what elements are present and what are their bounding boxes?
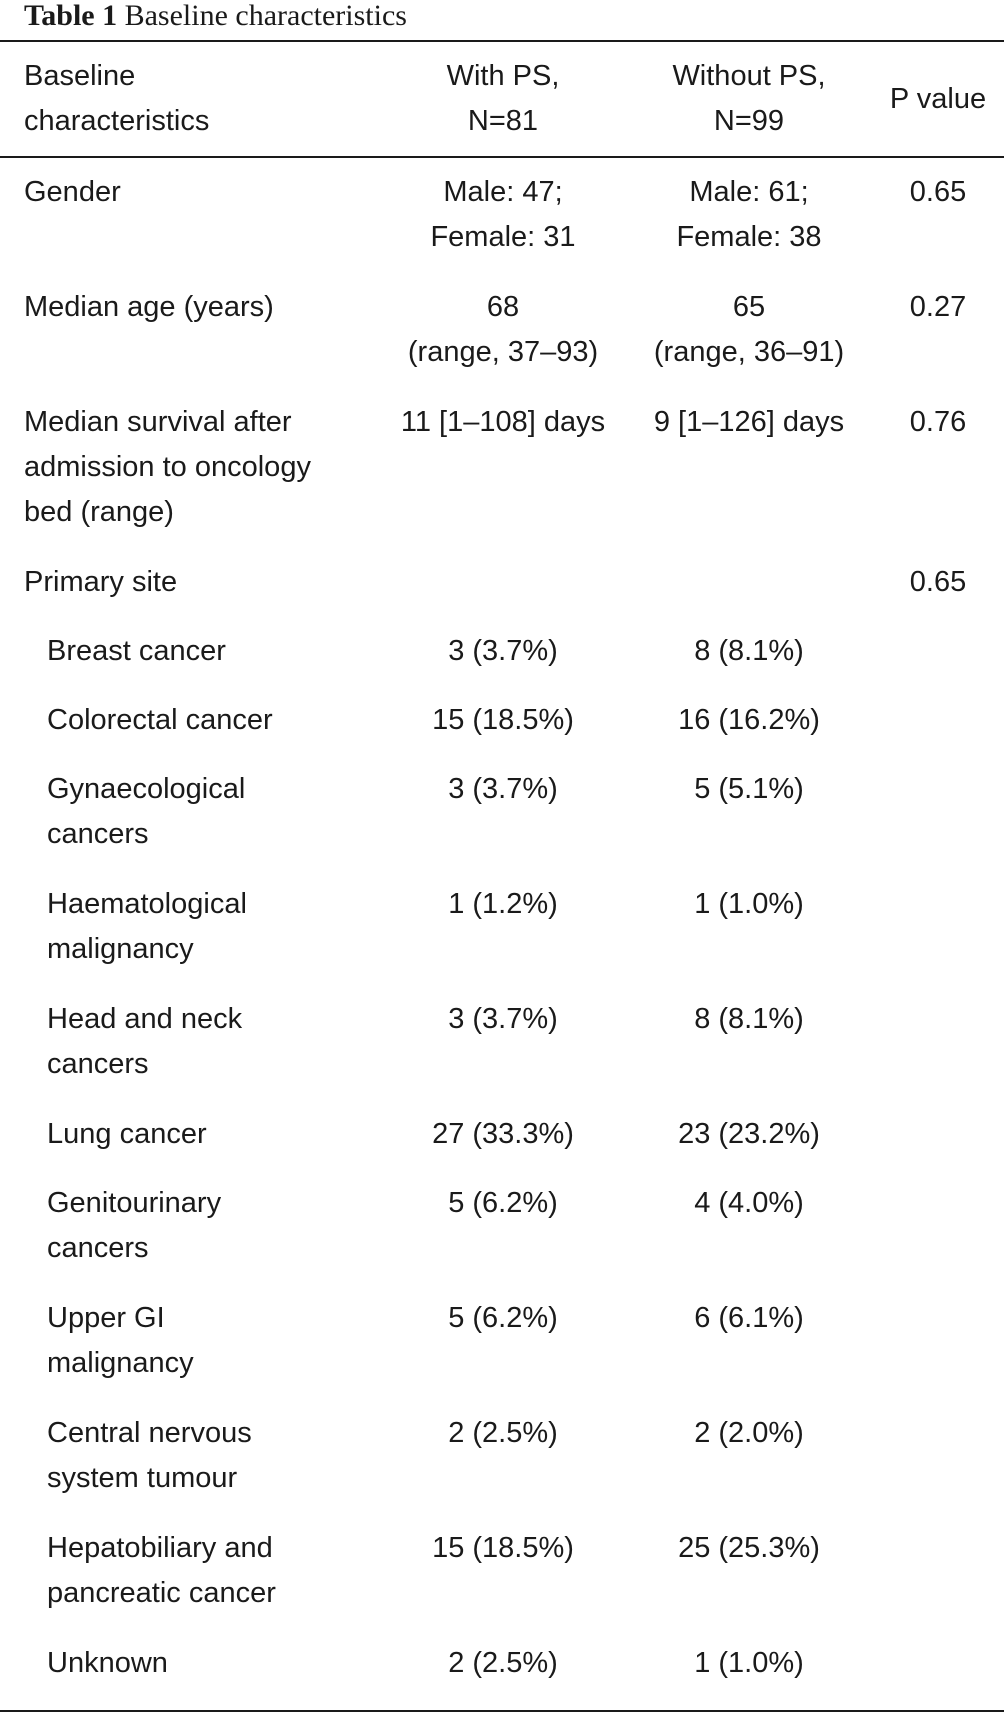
row-p-value: 0.76 [909,406,967,438]
table-row: Upper GI malignancy 5 (6.2%) 6 (6.1%) [0,1296,1004,1411]
row-label: Gender [24,176,121,208]
row-without-ps: 16 (16.2%) [678,704,820,736]
table-row: Median age (years) 68 (range, 37–93) 65 … [0,285,1004,400]
row-without-ps: Male: 61; Female: 38 [676,176,822,253]
row-with-ps: 15 (18.5%) [432,704,574,736]
row-with-ps: 3 (3.7%) [448,773,558,805]
table-row: Median survival after admission to oncol… [0,400,1004,560]
row-label: Upper GI malignancy [47,1302,194,1379]
row-without-ps: 5 (5.1%) [694,773,804,805]
row-with-ps: 5 (6.2%) [448,1187,558,1219]
table-caption-label: Table 1 [24,0,118,32]
table-row: Head and neck cancers 3 (3.7%) 8 (8.1%) [0,997,1004,1112]
table-caption: Table 1 Baseline characteristics [0,0,1004,40]
row-with-ps: 27 (33.3%) [432,1118,574,1150]
table-row: Genitourinary cancers 5 (6.2%) 4 (4.0%) [0,1181,1004,1296]
table-body: Gender Male: 47; Female: 31 Male: 61; Fe… [0,158,1004,1710]
row-label: Gynaecological cancers [47,773,246,850]
row-without-ps: 1 (1.0%) [694,888,804,920]
row-label: Colorectal cancer [47,704,273,736]
row-label: Lung cancer [47,1118,207,1150]
row-without-ps: 2 (2.0%) [694,1417,804,1449]
row-with-ps: 2 (2.5%) [448,1647,558,1679]
table-row: Gynaecological cancers 3 (3.7%) 5 (5.1%) [0,767,1004,882]
table-row: Unknown 2 (2.5%) 1 (1.0%) [0,1641,1004,1710]
table-row: Primary site 0.65 [0,560,1004,629]
table-row: Hepatobiliary and pancreatic cancer 15 (… [0,1526,1004,1641]
row-with-ps: 68 (range, 37–93) [407,291,599,368]
row-label: Median age (years) [24,291,274,323]
row-without-ps: 4 (4.0%) [694,1187,804,1219]
table-row: Colorectal cancer 15 (18.5%) 16 (16.2%) [0,698,1004,767]
table-caption-title: Baseline characteristics [124,0,407,32]
row-with-ps: 2 (2.5%) [448,1417,558,1449]
row-label: Breast cancer [47,635,226,667]
row-without-ps: 8 (8.1%) [694,1003,804,1035]
row-without-ps: 25 (25.3%) [678,1532,820,1564]
row-with-ps: 11 [1–108] days [400,406,606,438]
row-with-ps: 3 (3.7%) [448,1003,558,1035]
table-row: Central nervous system tumour 2 (2.5%) 2… [0,1411,1004,1526]
row-without-ps: 9 [1–126] days [653,406,845,438]
row-with-ps: 1 (1.2%) [448,888,558,920]
row-with-ps: 5 (6.2%) [448,1302,558,1334]
table-top-rule [0,40,1004,42]
row-with-ps: 3 (3.7%) [448,635,558,667]
header-with-ps: With PS, N=81 [446,60,560,137]
row-label: Haematological malignancy [47,888,247,965]
row-p-value: 0.27 [909,291,967,323]
row-label: Hepatobiliary and pancreatic cancer [47,1532,276,1609]
row-without-ps: 6 (6.1%) [694,1302,804,1334]
table-row: Breast cancer 3 (3.7%) 8 (8.1%) [0,629,1004,698]
table-row: Lung cancer 27 (33.3%) 23 (23.2%) [0,1112,1004,1181]
row-without-ps: 8 (8.1%) [694,635,804,667]
row-without-ps: 65 (range, 36–91) [653,291,845,368]
row-label: Head and neck cancers [47,1003,243,1080]
row-with-ps: Male: 47; Female: 31 [430,176,576,253]
table-row: Haematological malignancy 1 (1.2%) 1 (1.… [0,882,1004,997]
row-p-value: 0.65 [909,176,967,208]
table-header-rule [0,156,1004,158]
header-without-ps: Without PS, N=99 [672,60,826,137]
header-p-value: P value [889,82,987,115]
row-label: Unknown [47,1647,168,1679]
table-header: Baseline characteristics With PS, N=81 W… [0,42,1004,156]
row-without-ps: 23 (23.2%) [678,1118,820,1150]
row-label: Primary site [24,566,178,598]
row-label: Median survival after admission to oncol… [24,406,311,528]
header-baseline-characteristics: Baseline characteristics [24,60,210,137]
row-with-ps: 15 (18.5%) [432,1532,574,1564]
row-label: Central nervous system tumour [47,1417,252,1494]
row-p-value: 0.65 [909,566,967,598]
table-row: Gender Male: 47; Female: 31 Male: 61; Fe… [0,170,1004,285]
row-label: Genitourinary cancers [47,1187,222,1264]
row-without-ps: 1 (1.0%) [694,1647,804,1679]
